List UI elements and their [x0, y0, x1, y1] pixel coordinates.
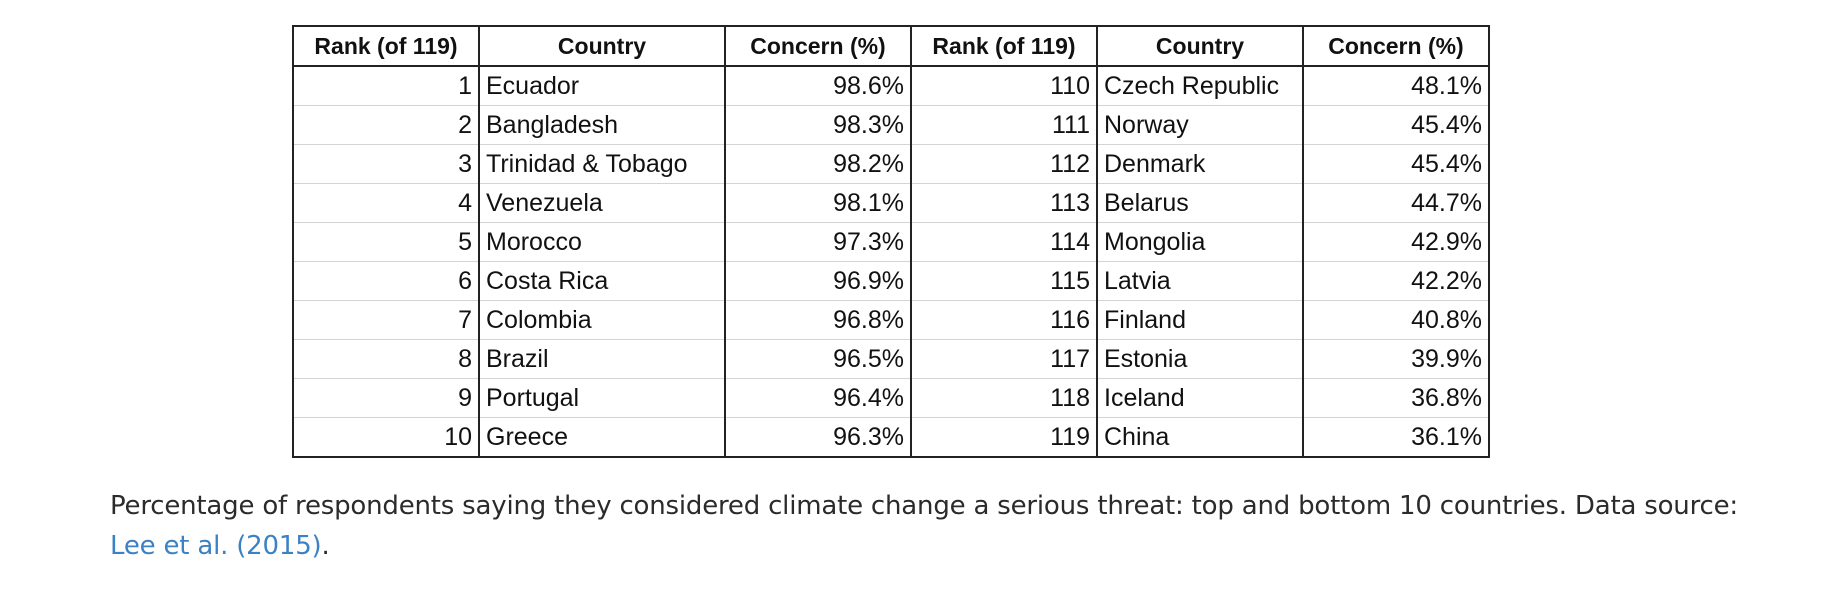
table-row: 9 Portugal 96.4% 118 Iceland 36.8%: [292, 378, 1490, 418]
table-row: 6 Costa Rica 96.9% 115 Latvia 42.2%: [292, 261, 1490, 301]
cell-country-top: Colombia: [478, 300, 726, 340]
cell-country-bottom: Denmark: [1096, 144, 1304, 184]
table-row: 7 Colombia 96.8% 116 Finland 40.8%: [292, 300, 1490, 340]
cell-country-top: Portugal: [478, 378, 726, 418]
cell-rank-top: 10: [292, 417, 480, 458]
cell-concern-top: 96.8%: [724, 300, 912, 340]
cell-rank-bottom: 110: [910, 65, 1098, 106]
table-row: 8 Brazil 96.5% 117 Estonia 39.9%: [292, 339, 1490, 379]
cell-country-bottom: Mongolia: [1096, 222, 1304, 262]
cell-rank-bottom: 112: [910, 144, 1098, 184]
concern-table-container: Rank (of 119) Country Concern (%) Rank (…: [292, 25, 1490, 458]
cell-country-bottom: Estonia: [1096, 339, 1304, 379]
cell-country-top: Bangladesh: [478, 105, 726, 145]
cell-concern-top: 96.4%: [724, 378, 912, 418]
cell-country-top: Costa Rica: [478, 261, 726, 301]
cell-rank-top: 9: [292, 378, 480, 418]
cell-concern-bottom: 45.4%: [1302, 144, 1490, 184]
header-country-top: Country: [478, 25, 726, 67]
table-row: 4 Venezuela 98.1% 113 Belarus 44.7%: [292, 183, 1490, 223]
cell-country-top: Ecuador: [478, 65, 726, 106]
cell-rank-top: 5: [292, 222, 480, 262]
cell-concern-bottom: 48.1%: [1302, 65, 1490, 106]
cell-rank-bottom: 117: [910, 339, 1098, 379]
cell-rank-bottom: 111: [910, 105, 1098, 145]
header-concern-bottom: Concern (%): [1302, 25, 1490, 67]
cell-concern-top: 96.3%: [724, 417, 912, 458]
cell-rank-top: 6: [292, 261, 480, 301]
cell-concern-bottom: 42.2%: [1302, 261, 1490, 301]
cell-country-top: Venezuela: [478, 183, 726, 223]
cell-concern-bottom: 45.4%: [1302, 105, 1490, 145]
table-row: 3 Trinidad & Tobago 98.2% 112 Denmark 45.4%: [292, 144, 1490, 184]
cell-rank-bottom: 118: [910, 378, 1098, 418]
cell-rank-top: 4: [292, 183, 480, 223]
cell-rank-bottom: 113: [910, 183, 1098, 223]
table-header-row: Rank (of 119) Country Concern (%) Rank (…: [292, 25, 1490, 67]
source-link[interactable]: Lee et al. (2015): [110, 531, 322, 561]
cell-rank-top: 1: [292, 65, 480, 106]
cell-country-bottom: Iceland: [1096, 378, 1304, 418]
cell-concern-bottom: 39.9%: [1302, 339, 1490, 379]
cell-rank-top: 8: [292, 339, 480, 379]
cell-country-bottom: Norway: [1096, 105, 1304, 145]
table-row: 1 Ecuador 98.6% 110 Czech Republic 48.1%: [292, 65, 1490, 106]
cell-concern-top: 98.2%: [724, 144, 912, 184]
cell-rank-bottom: 114: [910, 222, 1098, 262]
cell-concern-bottom: 36.8%: [1302, 378, 1490, 418]
caption-text: Percentage of respondents saying they co…: [110, 491, 1738, 521]
cell-concern-bottom: 36.1%: [1302, 417, 1490, 458]
cell-concern-top: 98.6%: [724, 65, 912, 106]
cell-country-top: Trinidad & Tobago: [478, 144, 726, 184]
cell-country-bottom: Latvia: [1096, 261, 1304, 301]
figure-caption: Percentage of respondents saying they co…: [110, 486, 1790, 566]
cell-concern-top: 98.1%: [724, 183, 912, 223]
cell-rank-top: 3: [292, 144, 480, 184]
cell-rank-bottom: 119: [910, 417, 1098, 458]
table-row: 2 Bangladesh 98.3% 111 Norway 45.4%: [292, 105, 1490, 145]
cell-concern-top: 96.5%: [724, 339, 912, 379]
header-rank-top: Rank (of 119): [292, 25, 480, 67]
header-rank-bottom: Rank (of 119): [910, 25, 1098, 67]
cell-concern-top: 98.3%: [724, 105, 912, 145]
header-concern-top: Concern (%): [724, 25, 912, 67]
cell-country-top: Greece: [478, 417, 726, 458]
cell-concern-top: 97.3%: [724, 222, 912, 262]
cell-country-bottom: Czech Republic: [1096, 65, 1304, 106]
cell-country-top: Brazil: [478, 339, 726, 379]
cell-concern-top: 96.9%: [724, 261, 912, 301]
table-body: 1 Ecuador 98.6% 110 Czech Republic 48.1% 2 Bang…: [292, 65, 1490, 458]
climate-concern-table: Rank (of 119) Country Concern (%) Rank (…: [292, 25, 1490, 458]
cell-country-bottom: China: [1096, 417, 1304, 458]
cell-country-bottom: Belarus: [1096, 183, 1304, 223]
cell-concern-bottom: 40.8%: [1302, 300, 1490, 340]
cell-concern-bottom: 42.9%: [1302, 222, 1490, 262]
header-country-bottom: Country: [1096, 25, 1304, 67]
cell-concern-bottom: 44.7%: [1302, 183, 1490, 223]
table-row: 5 Morocco 97.3% 114 Mongolia 42.9%: [292, 222, 1490, 262]
cell-rank-bottom: 116: [910, 300, 1098, 340]
cell-rank-top: 2: [292, 105, 480, 145]
cell-country-top: Morocco: [478, 222, 726, 262]
table-row: 10 Greece 96.3% 119 China 36.1%: [292, 417, 1490, 458]
cell-country-bottom: Finland: [1096, 300, 1304, 340]
cell-rank-top: 7: [292, 300, 480, 340]
cell-rank-bottom: 115: [910, 261, 1098, 301]
caption-suffix: .: [321, 531, 330, 561]
